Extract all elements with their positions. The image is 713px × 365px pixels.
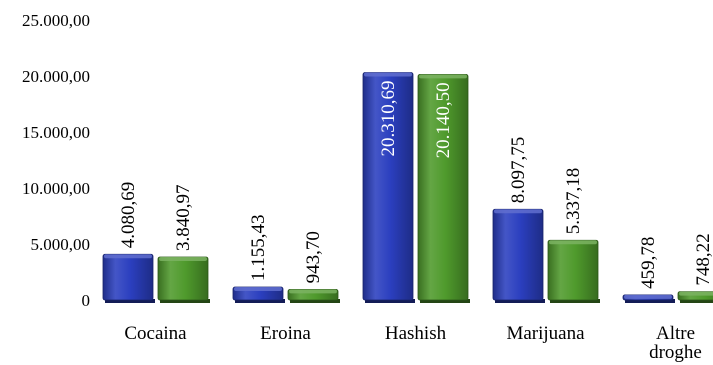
x-tick-label: Marijuana: [506, 323, 585, 344]
bar: [232, 286, 285, 303]
bar-base: [235, 299, 285, 303]
bar-value-label: 8.097,75: [508, 137, 529, 204]
bar-top: [624, 294, 672, 299]
bar: [417, 74, 470, 303]
y-tick-label: 20.000,00: [22, 67, 90, 86]
x-tick-label: Eroina: [260, 323, 311, 344]
y-tick-label: 0: [82, 291, 91, 310]
bar-value-label: 943,70: [303, 231, 324, 283]
bar: [287, 289, 340, 303]
bar-top: [289, 289, 337, 294]
bar-base: [680, 299, 713, 303]
bar-base: [290, 299, 340, 303]
x-tick-label: Hashish: [385, 323, 447, 344]
bar-top: [159, 256, 207, 261]
bar-base: [625, 299, 675, 303]
y-axis: 0 5.000,00 10.000,00 15.000,00 20.000,00 25.0…: [22, 11, 90, 310]
bar-top: [679, 291, 713, 296]
bar: [622, 294, 675, 303]
bar-value-label: 20.310,69: [378, 81, 399, 157]
bar-top: [419, 74, 467, 79]
bar-face: [102, 253, 154, 301]
bar: [157, 256, 210, 303]
bar-face: [547, 239, 599, 301]
x-tick-label: Altre droghe: [649, 323, 702, 363]
bar: [547, 239, 600, 303]
y-tick-label: 5.000,00: [31, 235, 91, 254]
bar-base: [105, 299, 155, 303]
bar-value-label: 3.840,97: [173, 184, 194, 251]
bar-base: [550, 299, 600, 303]
x-tick-label: Cocaina: [124, 323, 187, 344]
bar-value-label: 459,78: [638, 237, 659, 289]
bar: [362, 72, 415, 303]
bar: [102, 253, 155, 303]
bar-top: [549, 240, 597, 245]
bar-top: [234, 287, 282, 292]
x-axis: Cocaina Eroina Hashish Marijuana Altre droghe: [124, 323, 702, 363]
bar-top: [104, 254, 152, 259]
bar-top: [494, 209, 542, 214]
bar-top: [364, 72, 412, 77]
bars: [102, 72, 713, 303]
y-tick-label: 25.000,00: [22, 11, 90, 30]
bar-value-label: 1.155,43: [248, 215, 269, 282]
bar-base: [365, 299, 415, 303]
bar: [677, 291, 713, 303]
bar-face: [492, 208, 544, 301]
bar-labels: 4.080,69 3.840,97 1.155,43 943,70 20.310,69 2…: [118, 81, 713, 289]
y-tick-label: 10.000,00: [22, 179, 90, 198]
bar-base: [420, 299, 470, 303]
bar-value-label: 5.337,18: [563, 168, 584, 235]
y-tick-label: 15.000,00: [22, 123, 90, 142]
bar-value-label: 20.140,50: [433, 82, 454, 158]
bar-value-label: 748,22: [693, 233, 713, 285]
bar-face: [157, 256, 209, 301]
bar: [492, 208, 545, 303]
bar-base: [495, 299, 545, 303]
bar-value-label: 4.080,69: [118, 182, 139, 249]
bar-base: [160, 299, 210, 303]
